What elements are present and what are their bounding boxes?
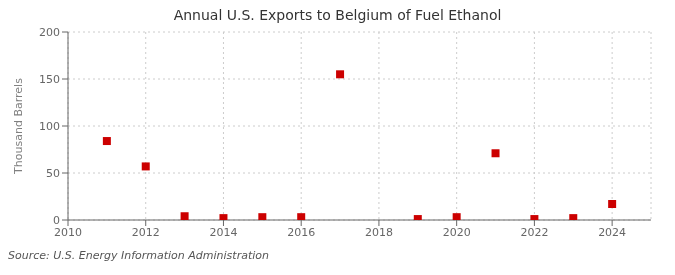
svg-text:Thousand Barrels: Thousand Barrels (12, 78, 25, 175)
svg-text:2016: 2016 (287, 226, 315, 239)
html-text:Source: U.S. Energy Informatio: Source: U.S. Energy Information Administ… (8, 249, 269, 262)
html-text:Annual U.S. Exports to Belgium: Annual U.S. Exports to Belgium of Fuel E… (173, 7, 502, 23)
svg-text:2012: 2012 (132, 226, 160, 239)
svg-text:0: 0 (53, 214, 60, 227)
svg-text:2020: 2020 (443, 226, 471, 239)
svg-text:2018: 2018 (365, 226, 393, 239)
svg-text:2010: 2010 (54, 226, 82, 239)
svg-text:2024: 2024 (598, 226, 626, 239)
svg-text:150: 150 (39, 73, 60, 86)
svg-text:2014: 2014 (209, 226, 237, 239)
svg-text:2022: 2022 (520, 226, 548, 239)
svg-text:100: 100 (39, 120, 60, 133)
svg-text:50: 50 (46, 167, 60, 180)
svg-text:200: 200 (39, 26, 60, 39)
